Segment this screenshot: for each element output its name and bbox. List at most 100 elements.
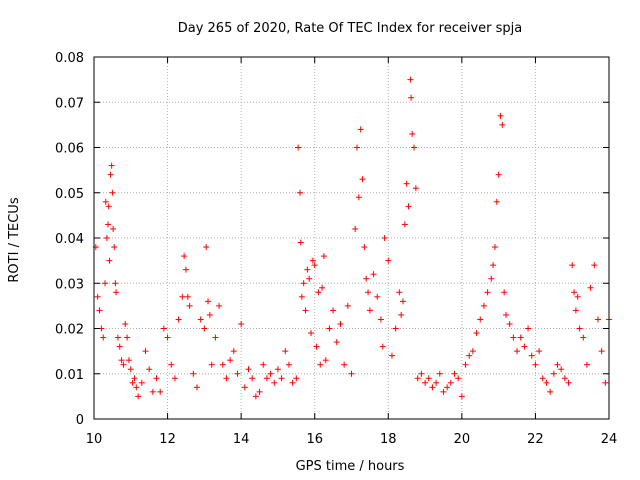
y-tick-label: 0.02: [55, 323, 84, 338]
data-point: [201, 325, 208, 332]
data-point: [602, 379, 609, 386]
data-point: [153, 375, 160, 382]
data-point: [451, 370, 458, 377]
data-point: [297, 189, 303, 196]
data-point: [230, 348, 237, 355]
data-point: [532, 361, 539, 368]
data-point: [398, 311, 405, 318]
data-point: [105, 203, 112, 210]
data-point: [278, 375, 285, 382]
data-point: [491, 244, 498, 251]
data-point: [587, 284, 594, 291]
data-point: [108, 162, 115, 169]
data-point: [571, 289, 578, 296]
data-point: [488, 275, 495, 282]
data-point: [357, 126, 364, 133]
data-point: [308, 330, 315, 337]
data-point: [408, 94, 415, 101]
data-point: [348, 370, 355, 377]
data-point: [205, 298, 212, 305]
axis-ticks: 10 12 14 16 18 20 22 24 0 0.01 0.02 0.03 0.04 0.05 0.0…: [55, 51, 617, 447]
data-point: [506, 320, 513, 327]
data-point: [497, 112, 504, 119]
data-point: [510, 334, 517, 341]
data-point: [565, 379, 572, 386]
data-point: [219, 361, 226, 368]
data-point: [116, 343, 123, 350]
data-point: [271, 379, 278, 386]
data-point: [403, 180, 410, 187]
data-point: [234, 370, 241, 377]
data-point: [103, 235, 110, 241]
data-point: [477, 316, 484, 323]
data-point: [598, 348, 605, 355]
data-point: [206, 311, 213, 318]
data-point: [311, 262, 318, 269]
data-point: [561, 375, 568, 382]
data-point: [341, 361, 348, 368]
data-point: [142, 348, 149, 355]
data-point: [107, 171, 114, 178]
data-point: [344, 302, 351, 309]
data-point: [429, 384, 436, 391]
data-point: [374, 293, 381, 300]
data-point: [241, 384, 248, 391]
data-point: [433, 379, 440, 386]
data-point: [396, 289, 403, 296]
data-point: [462, 361, 469, 368]
data-point: [131, 375, 138, 382]
data-point: [480, 302, 487, 309]
data-point: [381, 235, 388, 241]
y-tick-label: 0.04: [55, 232, 84, 247]
data-point: [285, 361, 292, 368]
data-point: [385, 257, 392, 264]
data-point: [274, 366, 281, 373]
data-point: [168, 361, 175, 368]
data-point: [377, 316, 384, 323]
data-point: [208, 361, 215, 368]
data-point: [125, 357, 132, 364]
data-point: [263, 375, 270, 382]
data-point: [574, 293, 581, 300]
data-point: [447, 379, 454, 386]
data-point: [300, 280, 307, 287]
data-point: [238, 320, 245, 327]
data-point: [554, 361, 561, 368]
data-point: [411, 144, 418, 151]
data-point: [315, 289, 322, 296]
x-tick-label: 20: [454, 432, 471, 447]
data-point: [138, 379, 145, 386]
data-point: [298, 293, 305, 300]
data-point: [333, 339, 340, 346]
data-point: [120, 361, 127, 368]
data-point: [583, 361, 590, 368]
chart-title: Day 265 of 2020, Rate Of TEC Index for r…: [178, 21, 523, 36]
data-point: [181, 253, 188, 260]
data-point: [400, 298, 406, 305]
data-point: [352, 225, 359, 232]
data-point: [418, 370, 425, 377]
data-point: [133, 384, 140, 391]
data-point: [164, 334, 171, 341]
data-point: [414, 375, 421, 382]
data-point: [109, 189, 116, 196]
data-point: [455, 375, 462, 382]
data-point: [392, 325, 399, 332]
data-point: [466, 352, 473, 359]
data-point: [94, 293, 101, 300]
data-point: [282, 348, 289, 355]
data-point: [493, 198, 500, 205]
data-point: [100, 334, 107, 341]
data-point: [547, 388, 554, 395]
data-point: [146, 366, 153, 373]
data-point: [129, 379, 136, 386]
y-tick-label: 0.05: [55, 187, 84, 202]
data-point: [444, 384, 451, 391]
data-point: [495, 171, 502, 178]
y-tick-label: 0.06: [55, 142, 84, 157]
x-tick-label: 22: [527, 432, 544, 447]
data-point: [405, 203, 412, 210]
y-tick-label: 0.03: [55, 277, 84, 292]
data-point: [425, 375, 432, 382]
data-point: [458, 393, 465, 400]
